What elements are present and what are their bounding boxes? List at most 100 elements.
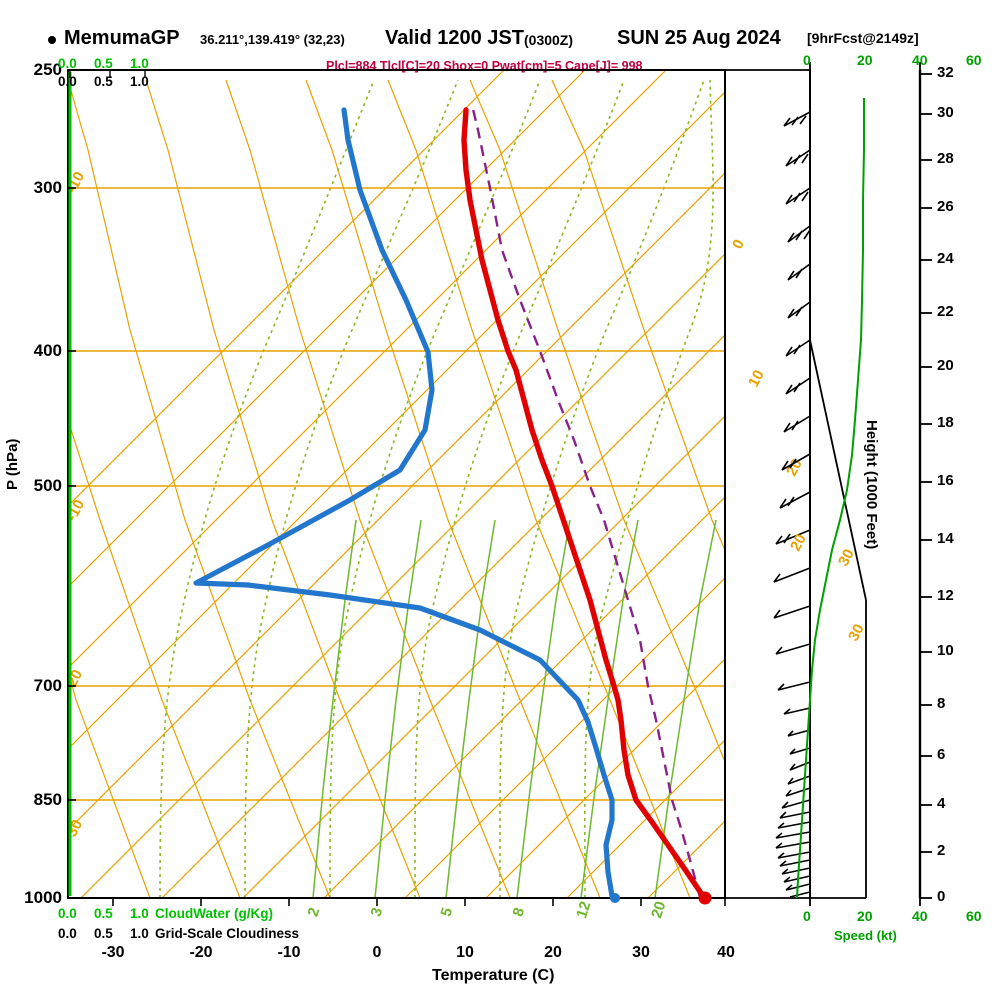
- height-tick-16: 16: [937, 472, 954, 489]
- cloudiness-tick-top-05: 0.5: [94, 74, 113, 89]
- height-tick-24: 24: [937, 250, 954, 267]
- height-ticks: [920, 73, 932, 899]
- pressure-tick-250: 250: [33, 60, 62, 79]
- speed-tick-top-0: 0: [803, 52, 811, 68]
- temperature-tick-20: 20: [544, 944, 562, 961]
- svg-text:-30: -30: [61, 817, 86, 844]
- height-tick-0: 0: [937, 888, 946, 905]
- valid-time: Valid 1200 JST: [385, 27, 524, 49]
- height-tick-8: 8: [937, 695, 946, 712]
- moist-adiabat-lines: [159, 79, 714, 898]
- temperature-axis-label: Temperature (C): [432, 967, 555, 984]
- temperature-surface-dot: [698, 891, 712, 905]
- temperature-tick-40: 40: [717, 944, 735, 961]
- temperature-tick--10: -10: [277, 944, 301, 961]
- height-tick-10: 10: [937, 642, 954, 659]
- pressure-tick-300: 300: [33, 178, 62, 197]
- height-tick-26: 26: [937, 198, 954, 215]
- svg-text:0: 0: [729, 237, 748, 252]
- speed-tick-top-40: 40: [912, 52, 928, 68]
- temperature-ticks: [112, 898, 726, 906]
- forecast-hour: [9hrFcst@2149z]: [807, 30, 919, 46]
- height-tick-32: 32: [937, 64, 954, 81]
- pressure-axis-label: P (hPa): [4, 438, 21, 490]
- pressure-tick-850: 850: [33, 790, 62, 809]
- temperature-tick--30: -30: [101, 944, 125, 961]
- cloudiness-tick-bottom-0: 0.0: [58, 926, 77, 941]
- station-bullet-icon: [48, 36, 56, 44]
- wind-speed-curve: [796, 98, 865, 899]
- cloudwater-tick-top-1: 1.0: [130, 56, 149, 71]
- cloudwater-axis-label: CloudWater (g/Kg): [155, 906, 273, 921]
- mixing-ratio-lines: [312, 519, 717, 898]
- speed-tick-bottom-40: 40: [912, 908, 928, 924]
- height-tick-14: 14: [937, 530, 954, 547]
- pressure-tick-500: 500: [33, 476, 62, 495]
- svg-text:5: 5: [437, 906, 456, 919]
- svg-text:-10: -10: [63, 497, 88, 524]
- cloudiness-tick-bottom-05: 0.5: [94, 926, 113, 941]
- svg-text:-20: -20: [61, 667, 86, 694]
- chart-frame: [67, 69, 726, 899]
- cloudwater-tick-bottom-0: 0.0: [58, 906, 77, 921]
- theta-w-labels: 20 30: [787, 531, 868, 644]
- dewpoint-profile: [193, 107, 615, 899]
- speed-tick-bottom-0: 0: [803, 908, 811, 924]
- height-tick-28: 28: [937, 150, 954, 167]
- station-name: MemumaGP: [64, 27, 180, 49]
- temperature-tick--20: -20: [189, 944, 213, 961]
- isotherm-lines: [68, 70, 725, 898]
- pressure-tick-400: 400: [33, 341, 62, 360]
- height-tick-2: 2: [937, 842, 946, 859]
- speed-tick-bottom-20: 20: [857, 908, 873, 924]
- isobar-lines: [68, 187, 725, 899]
- cloudiness-tick-top-1: 1.0: [130, 74, 149, 89]
- svg-text:12: 12: [573, 899, 594, 920]
- valid-time-utc: (0300Z): [524, 32, 574, 48]
- cloudwater-ticks: [69, 70, 146, 78]
- height-tick-18: 18: [937, 414, 954, 431]
- wind-panel-frame: [725, 69, 867, 899]
- svg-text:2: 2: [304, 906, 323, 919]
- dewpoint-surface-dot: [610, 893, 620, 903]
- height-axis-label: Height (1000 Feet): [863, 420, 880, 550]
- svg-text:20: 20: [787, 531, 810, 554]
- height-tick-22: 22: [937, 303, 954, 320]
- temperature-tick-30: 30: [632, 944, 650, 961]
- station-coordinates: 36.211°,139.419° (32,23): [200, 32, 345, 47]
- speed-axis-label: Speed (kt): [834, 928, 897, 943]
- temperature-tick-10: 10: [456, 944, 474, 961]
- svg-text:10: 10: [745, 367, 768, 390]
- svg-text:3: 3: [367, 906, 386, 919]
- cloudwater-tick-top-0: 0.0: [58, 56, 77, 71]
- cloudwater-tick-top-05: 0.5: [94, 56, 113, 71]
- svg-text:20: 20: [783, 456, 806, 479]
- parcel-path: [470, 104, 702, 898]
- pressure-ticks: [68, 69, 76, 899]
- pressure-tick-1000: 1000: [24, 888, 62, 907]
- pressure-tick-700: 700: [33, 676, 62, 695]
- speed-tick-top-20: 20: [857, 52, 873, 68]
- wind-panel: [725, 69, 867, 899]
- svg-text:8: 8: [509, 906, 528, 919]
- cloudwater-tick-bottom-05: 0.5: [94, 906, 113, 921]
- svg-text:-10: -10: [63, 169, 88, 196]
- cloudwater-tick-bottom-1: 1.0: [130, 906, 149, 921]
- temperature-tick-0: 0: [372, 944, 382, 961]
- svg-text:20: 20: [648, 899, 669, 920]
- svg-text:30: 30: [845, 621, 868, 644]
- speed-tick-top-60: 60: [966, 52, 982, 68]
- speed-ticks: [809, 62, 921, 906]
- height-tick-4: 4: [937, 795, 946, 812]
- height-tick-30: 30: [937, 104, 954, 121]
- wind-barbs: [773, 111, 811, 898]
- height-tick-12: 12: [937, 587, 954, 604]
- temperature-profile: [461, 107, 706, 899]
- height-tick-6: 6: [937, 746, 946, 763]
- mixing-ratio-labels: 2 3 5 8 12 20: [304, 899, 669, 920]
- cloudiness-tick-top-0: 0.0: [58, 74, 77, 89]
- valid-date: SUN 25 Aug 2024: [617, 27, 781, 49]
- cloudiness-tick-bottom-1: 1.0: [130, 926, 149, 941]
